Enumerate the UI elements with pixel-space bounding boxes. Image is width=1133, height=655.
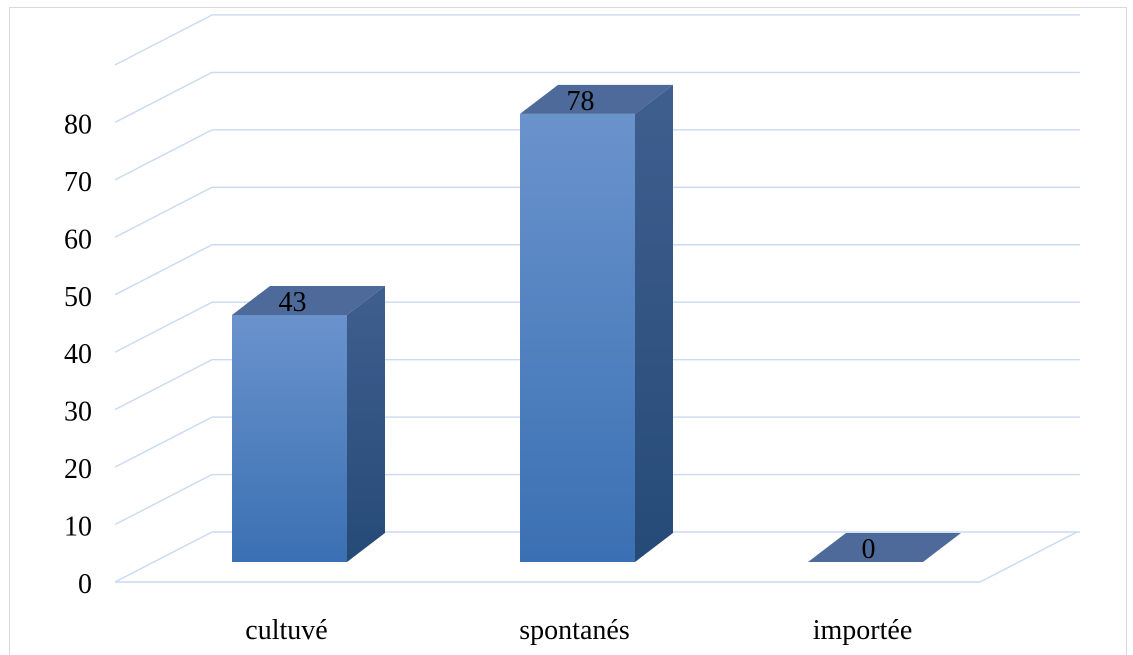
gridline-side <box>114 359 213 411</box>
gridline-side <box>114 473 213 526</box>
bar-top <box>520 84 673 114</box>
y-tick-label: 70 <box>64 167 92 198</box>
bar-2 <box>808 533 961 562</box>
bars <box>232 84 961 562</box>
gridline-side <box>114 531 213 583</box>
gridline-side <box>114 416 213 468</box>
bar-front <box>520 113 635 562</box>
y-tick-label: 20 <box>64 454 92 485</box>
y-tick-label: 30 <box>64 397 92 428</box>
gridline-side <box>114 186 213 238</box>
x-axis-categories: cultuvé spontanés importée <box>245 615 912 646</box>
bar-0 <box>232 285 385 562</box>
gridline-side <box>114 244 213 296</box>
data-label: 78 <box>567 86 595 117</box>
y-tick-label: 80 <box>64 109 92 140</box>
bar-1 <box>520 84 673 562</box>
y-tick-label: 40 <box>64 339 92 370</box>
bar-top <box>808 533 961 562</box>
data-label: 0 <box>862 534 876 565</box>
gridline-side <box>114 301 213 353</box>
floor-edge-right <box>979 531 1078 583</box>
y-tick-label: 50 <box>64 282 92 313</box>
y-tick-label: 10 <box>64 512 92 543</box>
gridline-side <box>114 14 213 66</box>
bar-top <box>232 285 385 315</box>
data-labels: 43 78 0 <box>279 86 876 565</box>
x-category-label: importée <box>813 615 913 646</box>
x-category-label: cultuvé <box>245 615 327 646</box>
y-axis-ticks: 0 10 20 30 40 50 60 70 80 <box>64 109 92 600</box>
y-tick-label: 60 <box>64 224 92 255</box>
gridline-side <box>114 71 213 124</box>
bar-side <box>347 285 385 562</box>
y-tick-label: 0 <box>78 569 92 600</box>
bar-side <box>635 84 673 562</box>
data-label: 43 <box>279 287 307 318</box>
gridline-side <box>114 129 213 181</box>
x-category-label: spontanés <box>519 615 629 646</box>
bar-front <box>232 314 347 562</box>
